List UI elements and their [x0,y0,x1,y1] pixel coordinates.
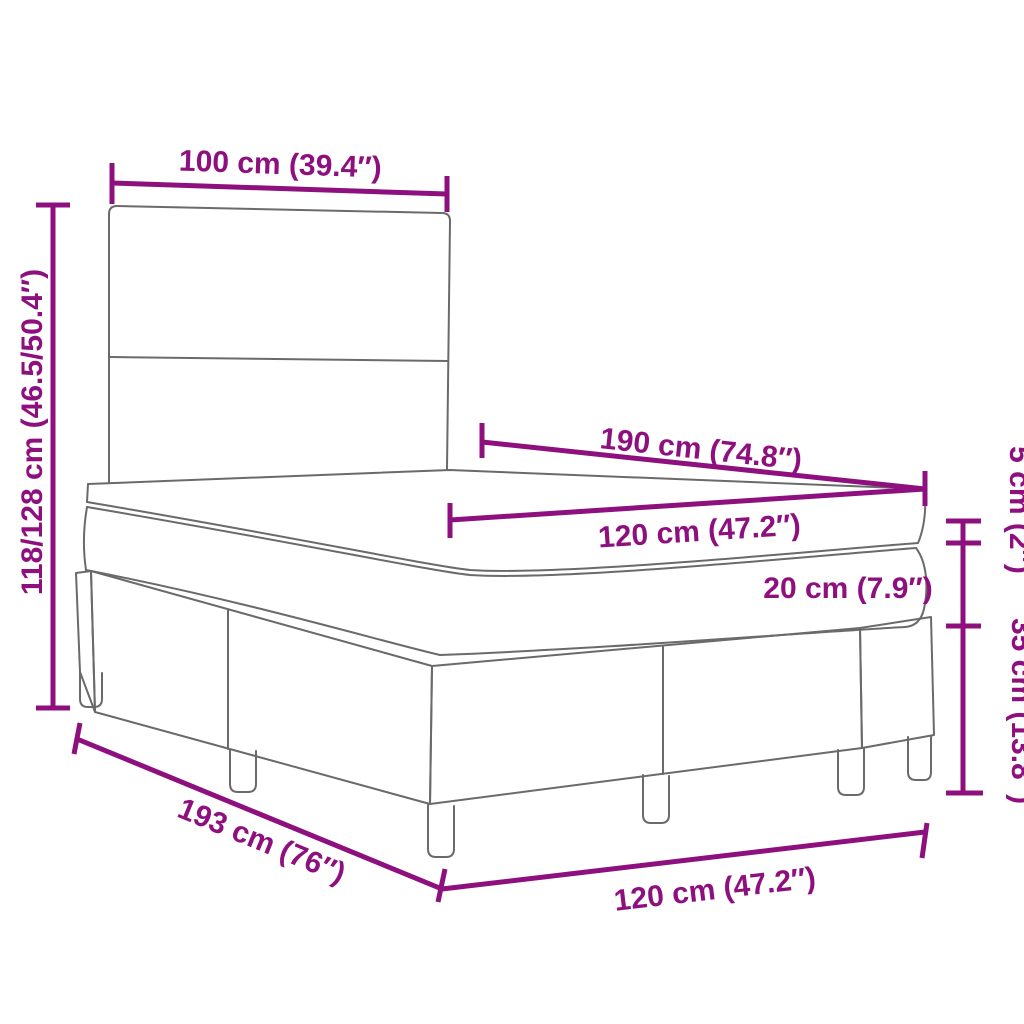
dim-mattress-width-line [449,486,926,523]
bed-line-drawing [75,205,935,858]
dim-mattress-length-line [481,439,926,492]
dim-frame-length-line [76,736,443,892]
dim-frame-length-tick-left [71,722,83,755]
leg-foot-middle [642,774,670,824]
leg-head-left [79,671,103,708]
topper-bottom-edge [86,501,919,572]
dimension-lines [36,163,983,903]
label-topper-thickness: 5 cm (2″) [1003,446,1024,574]
leg-side-middle [229,749,257,793]
headboard-outline [108,205,451,484]
leg-foot-right [837,748,865,796]
topper-left-edge [86,483,89,503]
label-overall-height: 118/128 cm (46.5/50.4″) [16,269,49,595]
leg-back-right [907,735,932,781]
base-foot-face [429,627,863,805]
label-mattress-width: 120 cm (47.2″) [597,509,802,555]
base-side-face [90,570,433,805]
label-mattress-thickness: 20 cm (7.9″) [763,572,932,605]
topper-top-edge [87,469,926,490]
base-right-face [859,616,935,749]
dim-frame-width-tick-right [919,822,930,859]
label-mattress-length: 190 cm (74.8″) [598,422,803,477]
dimension-labels: 100 cm (39.4″) 118/128 cm (46.5/50.4″) 1… [16,144,1024,917]
dim-headboard-width-line [111,180,448,197]
label-base-height: 35 cm (13.8″) [1005,618,1024,804]
label-frame-width: 120 cm (47.2″) [612,861,817,917]
dim-corner-tick [435,868,448,903]
headboard-seam-line [109,356,449,362]
label-headboard-width: 100 cm (39.4″) [178,144,382,184]
mattress-bottom-edge [85,547,928,656]
leg-front-corner [427,804,455,858]
mattress-top-edge [86,506,917,577]
mattress-left-edge [82,506,88,571]
dim-frame-width-line [441,829,926,892]
